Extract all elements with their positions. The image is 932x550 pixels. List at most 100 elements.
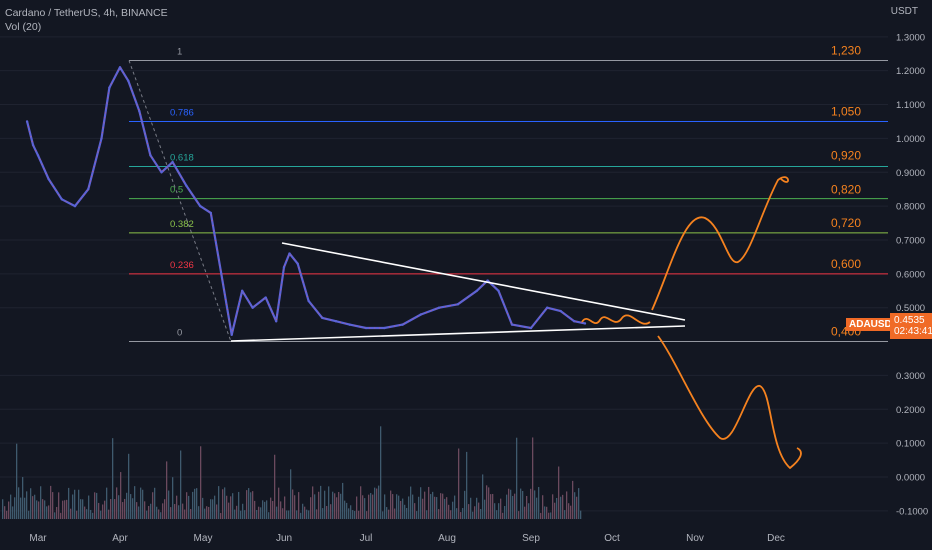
target-price-label: 1,230 xyxy=(831,44,861,58)
volume-bar xyxy=(454,495,456,519)
volume-bar xyxy=(524,506,526,519)
volume-bar xyxy=(128,453,130,519)
volume-bar xyxy=(106,487,108,519)
volume-bar xyxy=(30,488,32,519)
volume-bar xyxy=(126,492,128,519)
volume-bar xyxy=(378,485,380,519)
volume-bar xyxy=(134,486,136,519)
volume-bar xyxy=(386,507,388,519)
volume-bar xyxy=(310,497,312,519)
volume-bar xyxy=(318,491,320,519)
volume-bar xyxy=(272,500,274,519)
volume-bar xyxy=(170,507,172,519)
target-price-label: 0,720 xyxy=(831,216,861,230)
time-tick-label: Jun xyxy=(276,533,292,544)
price-point xyxy=(209,211,213,215)
price-point xyxy=(36,154,40,157)
price-point xyxy=(160,171,163,174)
volume-bar xyxy=(510,489,512,519)
price-point xyxy=(559,309,562,313)
volume-bar xyxy=(50,485,52,519)
volume-bar xyxy=(530,488,532,519)
price-point xyxy=(497,289,500,292)
volume-bar xyxy=(204,508,206,519)
volume-bar xyxy=(498,503,500,519)
volume-bar xyxy=(8,501,10,519)
volume-bar xyxy=(80,499,82,519)
projection-wave xyxy=(581,314,651,325)
volume-bar xyxy=(558,466,560,519)
volume-bar xyxy=(536,497,538,519)
volume-bar xyxy=(12,506,14,519)
price-tick-label: 1.3000 xyxy=(896,32,925,43)
volume-bar xyxy=(196,488,198,519)
volume-bar xyxy=(506,494,508,519)
volume-bar xyxy=(564,510,566,519)
target-price-label: 0,920 xyxy=(831,148,861,162)
price-point xyxy=(47,177,50,181)
volume-bar xyxy=(418,496,420,519)
price-point xyxy=(475,289,479,292)
volume-bar xyxy=(198,506,200,519)
time-tick-label: May xyxy=(194,533,213,544)
volume-bar xyxy=(64,500,66,519)
volume-bar xyxy=(190,509,192,519)
volume-bar xyxy=(260,507,262,519)
volume-bar xyxy=(262,500,264,519)
volume-bar xyxy=(250,492,252,519)
price-point xyxy=(348,323,351,326)
volume-bar xyxy=(398,495,400,519)
volume-bar xyxy=(430,494,432,519)
price-tick-label: 0.7000 xyxy=(896,235,925,246)
volume-bar xyxy=(492,493,494,519)
volume-bar xyxy=(534,490,536,519)
volume-bar xyxy=(142,489,144,519)
volume-bar xyxy=(512,495,514,519)
volume-bar xyxy=(344,500,346,519)
price-point xyxy=(264,296,267,299)
price-point xyxy=(321,316,324,320)
volume-bar xyxy=(448,504,450,519)
volume-bar xyxy=(26,491,28,519)
volume-bar xyxy=(464,490,466,519)
volume-bar xyxy=(212,499,214,519)
volume-bar xyxy=(538,487,540,519)
price-tick-label: 0.1000 xyxy=(896,439,925,450)
volume-bar xyxy=(216,504,218,519)
volume-bar xyxy=(228,502,230,519)
volume-indicator-label[interactable]: Vol (20) xyxy=(5,21,42,33)
volume-bar xyxy=(436,497,438,519)
volume-bar xyxy=(206,506,208,519)
volume-bar xyxy=(146,510,148,519)
volume-bar xyxy=(350,505,352,519)
symbol-title[interactable]: Cardano / TetherUS, 4h, BINANCE xyxy=(5,7,168,19)
volume-bar xyxy=(214,495,216,519)
volume-bar xyxy=(302,503,304,519)
volume-bar xyxy=(280,501,282,519)
volume-bar xyxy=(458,448,460,519)
volume-bar xyxy=(562,494,564,519)
volume-bar xyxy=(2,499,4,519)
volume-bar xyxy=(328,486,330,519)
price-tick-label: 0.2000 xyxy=(896,405,925,416)
time-tick-label: Sep xyxy=(522,533,540,544)
volume-bar xyxy=(360,486,362,519)
volume-bar xyxy=(374,487,376,519)
volume-bar xyxy=(424,491,426,519)
volume-bar xyxy=(486,485,488,519)
price-tick-label: 0.6000 xyxy=(896,269,925,280)
volume-bar xyxy=(354,511,356,519)
volume-bar xyxy=(406,507,408,519)
volume-bar xyxy=(156,506,158,519)
time-tick-label: Nov xyxy=(686,533,704,544)
volume-bar xyxy=(180,450,182,519)
volume-bar xyxy=(348,508,350,519)
volume-bar xyxy=(46,506,48,519)
volume-bar xyxy=(364,498,366,519)
volume-bar xyxy=(200,446,202,519)
price-point xyxy=(282,265,286,269)
volume-bar xyxy=(96,492,98,519)
chart-legend[interactable]: Cardano / TetherUS, 4h, BINANCE Vol (20) xyxy=(5,6,168,34)
volume-bar xyxy=(522,490,524,519)
